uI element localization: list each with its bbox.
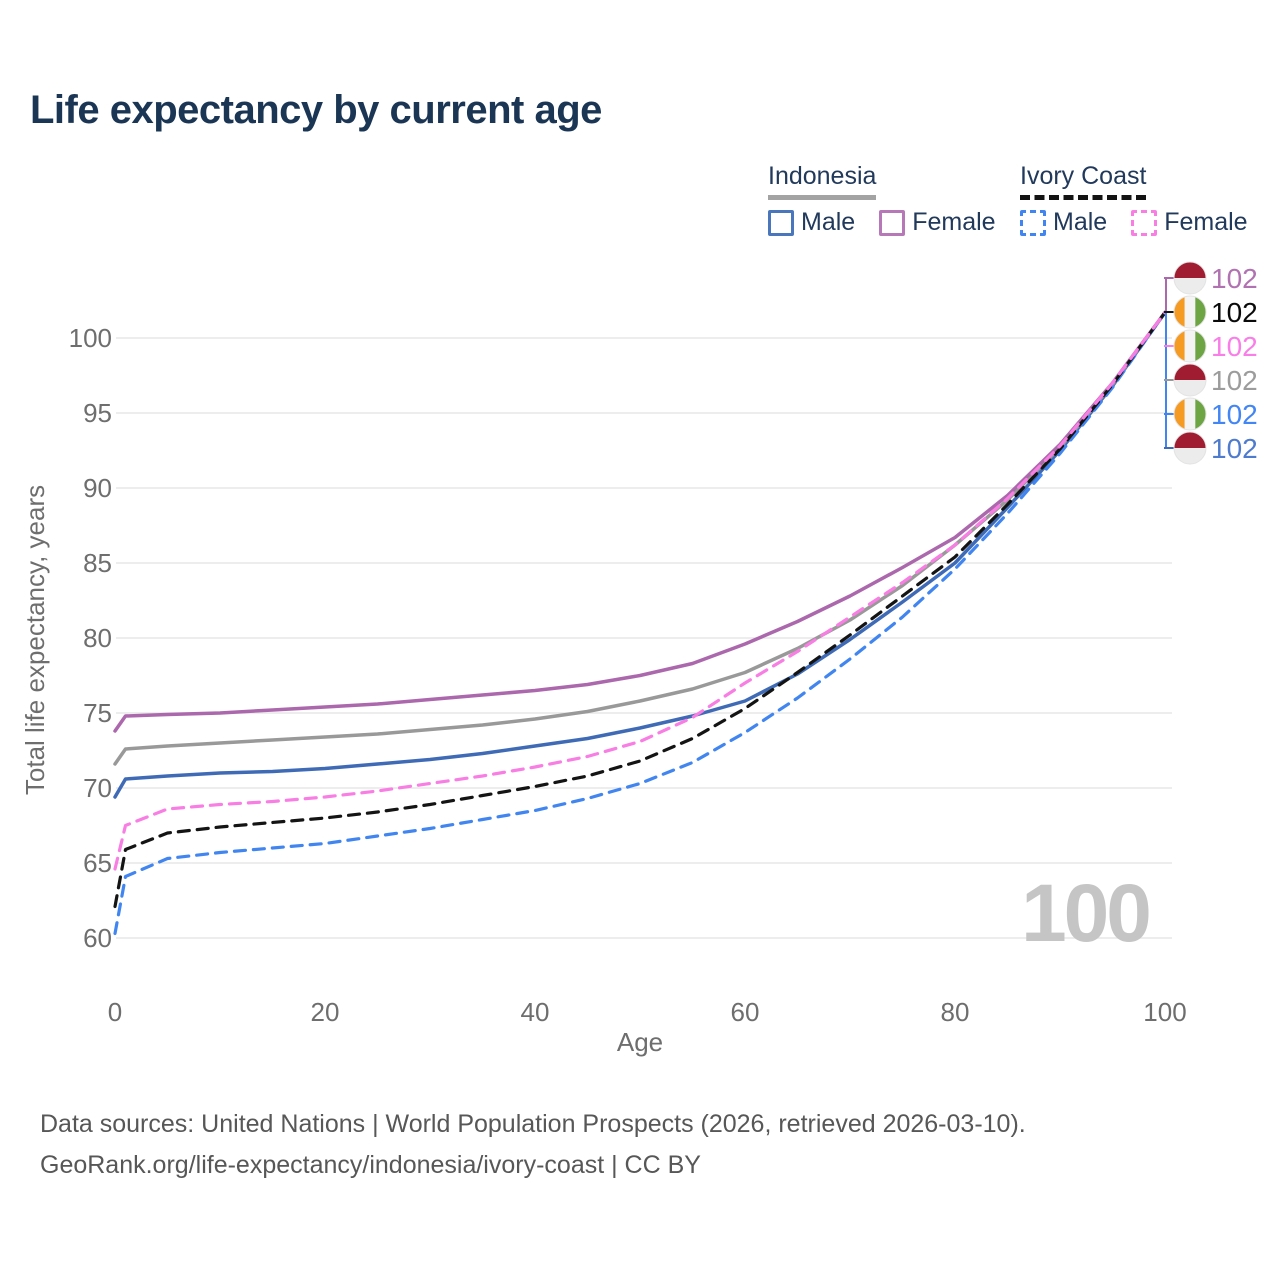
series-line-ivory-coast-female[interactable] bbox=[113, 310, 1167, 871]
x-tick-label-20: 20 bbox=[311, 997, 340, 1027]
indonesia-flag-icon bbox=[1174, 432, 1206, 464]
y-tick-label-100: 100 bbox=[69, 323, 112, 353]
data-sources-text: Data sources: United Nations | World Pop… bbox=[40, 1110, 1026, 1138]
x-tick-label-80: 80 bbox=[941, 997, 970, 1027]
page-title: Life expectancy by current age bbox=[30, 88, 602, 132]
y-axis-title: Total life expectancy, years bbox=[20, 485, 50, 795]
y-tick-label-90: 90 bbox=[83, 473, 112, 503]
end-value-label-ivory-coast-male: 102 bbox=[1211, 399, 1258, 430]
x-tick-label-60: 60 bbox=[731, 997, 760, 1027]
flag-border bbox=[1173, 397, 1207, 431]
y-tick-label-80: 80 bbox=[83, 623, 112, 653]
ivory-coast-male-swatch-icon bbox=[1020, 209, 1046, 236]
series-line-ivory-coast-all[interactable] bbox=[113, 310, 1167, 909]
age-counter-watermark: 100 bbox=[1021, 868, 1149, 959]
legend-item-indonesia-female[interactable]: Female bbox=[879, 208, 996, 237]
x-axis-title: Age bbox=[617, 1027, 663, 1057]
attribution-url-text: GeoRank.org/life-expectancy/indonesia/iv… bbox=[40, 1151, 701, 1179]
line-chart-plot: 60 65 70 75 80 85 90 95 100 0 20 40 60 80 100 Age Total … bbox=[20, 261, 1258, 1057]
indonesia-flag-icon bbox=[1174, 364, 1206, 396]
ivory-coast-flag-icon bbox=[1174, 296, 1206, 328]
y-tick-label-60: 60 bbox=[83, 923, 112, 953]
series-line-indonesia-female[interactable] bbox=[113, 310, 1167, 733]
series-line-indonesia-male[interactable] bbox=[113, 310, 1167, 799]
legend-item-ivory-coast-male[interactable]: Male bbox=[1020, 208, 1107, 237]
series-line-indonesia-all[interactable] bbox=[113, 310, 1167, 766]
end-value-label-indonesia-female: 102 bbox=[1211, 263, 1258, 294]
ivory-coast-female-swatch-icon bbox=[1131, 209, 1158, 236]
indonesia-flag-icon bbox=[1174, 262, 1206, 294]
y-tick-label-65: 65 bbox=[83, 848, 112, 878]
legend-label: Female bbox=[1164, 208, 1248, 236]
series-line-ivory-coast-male[interactable] bbox=[113, 310, 1167, 936]
legend-group-indonesia: Indonesia Male Female bbox=[768, 162, 996, 237]
ivory-coast-flag-icon bbox=[1174, 398, 1206, 430]
flag-border bbox=[1173, 329, 1207, 363]
flag-border bbox=[1173, 431, 1207, 465]
legend-item-ivory-coast-female[interactable]: Female bbox=[1131, 208, 1248, 237]
x-tick-label-0: 0 bbox=[108, 997, 122, 1027]
end-value-label-ivory-coast-all: 102 bbox=[1211, 297, 1258, 328]
legend-item-indonesia-male[interactable]: Male bbox=[768, 208, 855, 237]
y-tick-label-75: 75 bbox=[83, 698, 112, 728]
y-tick-label-70: 70 bbox=[83, 773, 112, 803]
flag-border bbox=[1173, 295, 1207, 329]
end-value-label-indonesia-all: 102 bbox=[1211, 365, 1258, 396]
y-tick-label-85: 85 bbox=[83, 548, 112, 578]
y-tick-label-95: 95 bbox=[83, 398, 112, 428]
legend-label: Male bbox=[1053, 208, 1108, 236]
legend-group-ivory-coast: Ivory Coast Male Female bbox=[1020, 162, 1248, 237]
end-value-label-ivory-coast-female: 102 bbox=[1211, 331, 1258, 362]
x-tick-label-100: 100 bbox=[1143, 997, 1186, 1027]
flag-border bbox=[1173, 363, 1207, 397]
legend-label: Male bbox=[801, 208, 856, 236]
x-tick-label-40: 40 bbox=[521, 997, 550, 1027]
chart-footer: Data sources: United Nations | World Pop… bbox=[40, 1104, 1026, 1186]
flag-border bbox=[1173, 261, 1207, 295]
legend-label: Female bbox=[912, 208, 996, 236]
indonesia-male-swatch-icon bbox=[768, 209, 794, 236]
ivory-coast-flag-icon bbox=[1174, 330, 1206, 362]
legend-ivory-coast-heading: Ivory Coast bbox=[1020, 162, 1147, 200]
indonesia-female-swatch-icon bbox=[879, 209, 906, 236]
end-value-label-indonesia-male: 102 bbox=[1211, 433, 1258, 464]
legend-indonesia-heading: Indonesia bbox=[768, 162, 877, 200]
